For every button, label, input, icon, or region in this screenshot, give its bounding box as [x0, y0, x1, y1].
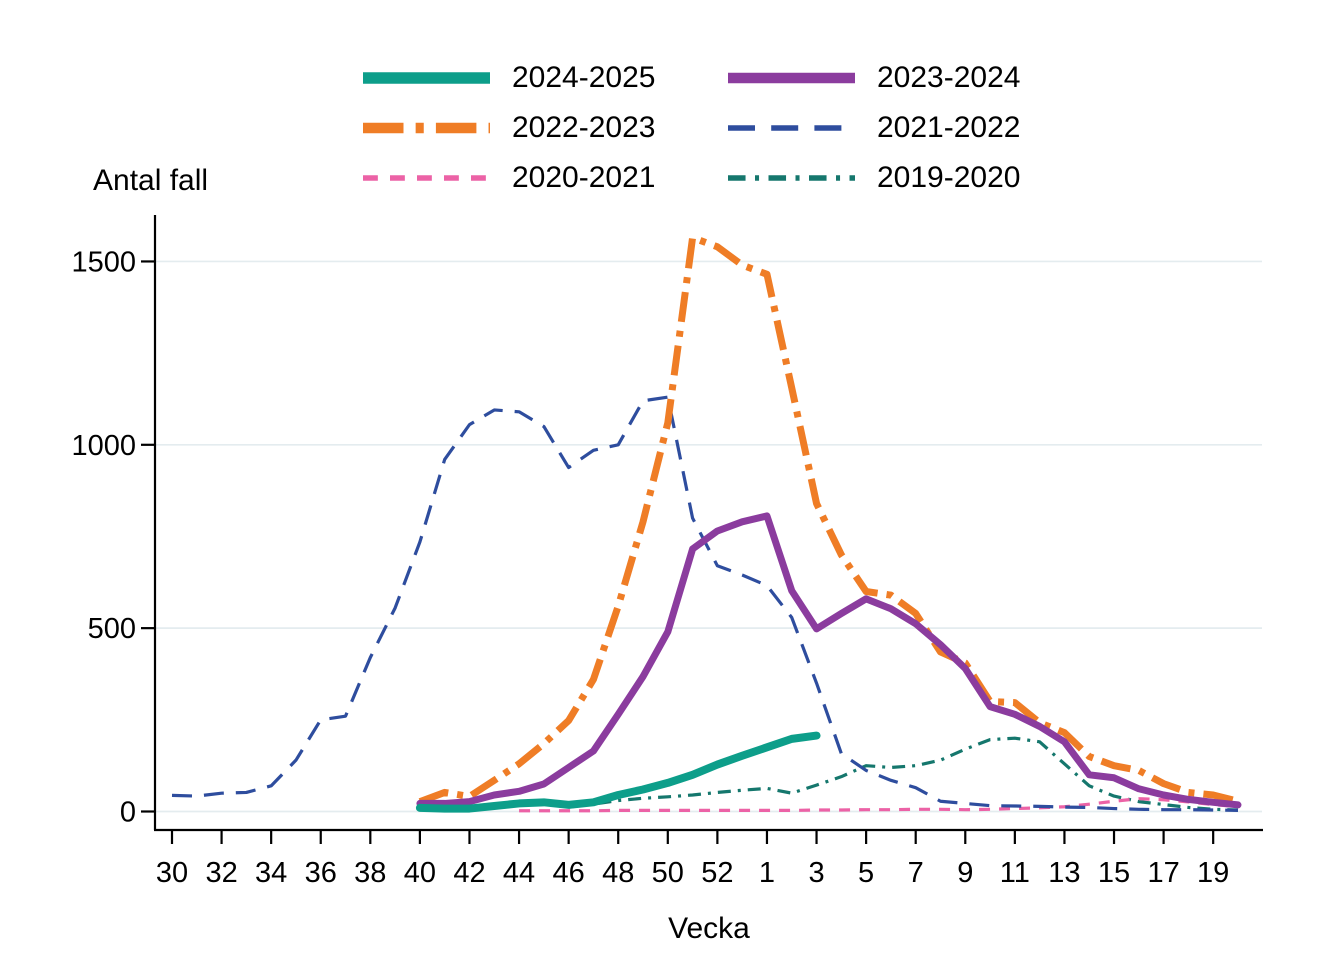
y-axis-title: Antal fall: [93, 164, 209, 197]
legend-item-2024-2025: 2024-2025: [363, 58, 670, 97]
legend-label-2021-2022: 2021-2022: [877, 110, 1021, 144]
x-tick-label-48: 48: [602, 857, 634, 889]
y-tick-label-0: 0: [120, 797, 136, 829]
x-tick-label-15: 15: [1098, 857, 1130, 889]
x-tick-label-44: 44: [503, 857, 535, 889]
x-tick-label-3: 3: [808, 857, 824, 889]
x-tick-label-36: 36: [305, 857, 337, 889]
x-tick-label-1: 1: [759, 857, 775, 889]
x-tick-label-7: 7: [908, 857, 924, 889]
legend-label-2023-2024: 2023-2024: [877, 60, 1021, 94]
series-line-2024-2025: [415, 731, 821, 813]
legend-item-2019-2020: 2019-2020: [728, 158, 1035, 197]
x-tick-label-11: 11: [1000, 857, 1030, 889]
x-tick-label-30: 30: [156, 857, 188, 889]
y-tick-label-1000: 1000: [71, 430, 136, 462]
series-line-2019-2020: [568, 736, 1239, 812]
x-tick-label-40: 40: [404, 857, 436, 889]
legend-label-2020-2021: 2020-2021: [512, 160, 656, 194]
x-tick-label-42: 42: [453, 857, 485, 889]
legend-label-2024-2025: 2024-2025: [512, 60, 656, 94]
x-tick-label-5: 5: [858, 857, 874, 889]
x-tick-label-38: 38: [354, 857, 386, 889]
legend: 2024-2025 2023-2024 2022-2023 2021-2022 2020…: [363, 58, 1035, 197]
legend-item-2020-2021: 2020-2021: [363, 158, 670, 197]
x-tick-label-17: 17: [1147, 857, 1179, 889]
y-tick-label-500: 500: [88, 613, 136, 645]
x-tick-label-32: 32: [205, 857, 237, 889]
x-tick-label-46: 46: [553, 857, 585, 889]
legend-swatch-2021-2022: [728, 124, 855, 131]
x-tick-label-19: 19: [1197, 857, 1229, 889]
x-tick-label-9: 9: [957, 857, 973, 889]
legend-item-2021-2022: 2021-2022: [728, 108, 1035, 147]
y-tick-label-1500: 1500: [71, 246, 136, 278]
legend-swatch-2023-2024: [728, 72, 855, 83]
x-tick-label-34: 34: [255, 857, 287, 889]
legend-swatch-2024-2025: [363, 71, 490, 84]
legend-item-2023-2024: 2023-2024: [728, 58, 1035, 97]
x-tick-label-13: 13: [1048, 857, 1080, 889]
series-line-2023-2024: [416, 512, 1242, 809]
x-tick-label-50: 50: [652, 857, 684, 889]
series-line-2022-2023: [418, 234, 1239, 805]
legend-swatch-2020-2021: [363, 174, 490, 181]
legend-swatch-2022-2023: [363, 122, 490, 133]
x-tick-label-52: 52: [701, 857, 733, 889]
legend-item-2022-2023: 2022-2023: [363, 108, 670, 147]
legend-label-2019-2020: 2019-2020: [877, 160, 1021, 194]
x-axis-title: Vecka: [668, 912, 750, 945]
legend-label-2022-2023: 2022-2023: [512, 110, 656, 144]
